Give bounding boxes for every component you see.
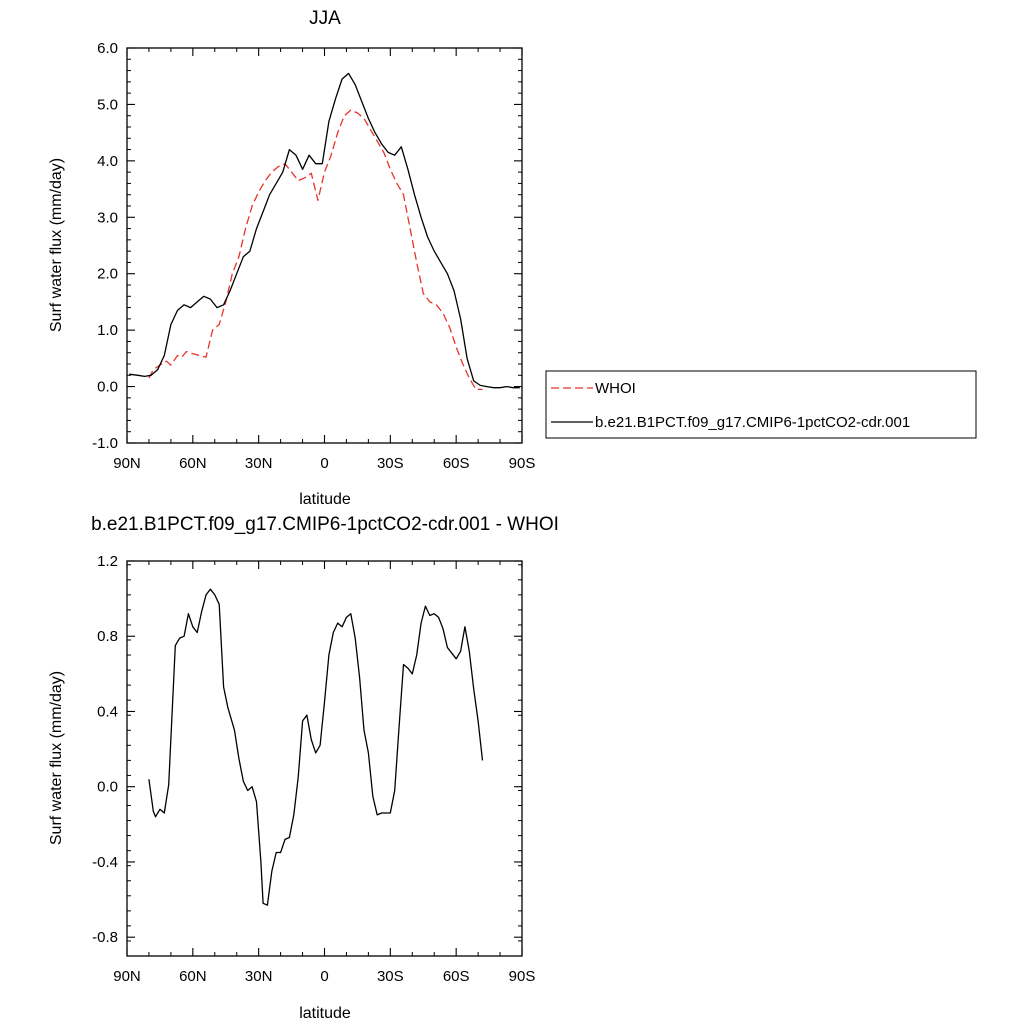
top-y-tick-label: 5.0: [97, 96, 118, 113]
bottom-x-tick-label: 0: [320, 968, 328, 985]
bottom-panel: b.e21.B1PCT.f09_g17.CMIP6-1pctCO2-cdr.00…: [48, 514, 559, 1022]
top-panel-ylabel: Surf water flux (mm/day): [48, 158, 65, 332]
bottom-y-tick-label: 1.2: [97, 553, 118, 570]
top-x-tick-label: 30S: [377, 455, 404, 472]
bottom-x-tick-label: 60S: [443, 968, 470, 985]
top-y-tick-label: 1.0: [97, 322, 118, 339]
top-y-tick-label: 2.0: [97, 266, 118, 283]
bottom-axes: 90N 60N 30N 0 30S 60S 90S -0.8 -0.4 0.0 0.4 0.8 1.2: [92, 553, 535, 985]
top-y-tick-label: 3.0: [97, 209, 118, 226]
legend-box: [545, 370, 977, 439]
bottom-y-tick-label: 0.4: [97, 703, 118, 720]
top-axes: 90N 60N 30N 0 30S 60S 90S -1.0 0.0 1.0 2.0 3.0 4.0 5.…: [92, 40, 535, 472]
bottom-y-tick-label: -0.8: [92, 929, 118, 946]
top-x-tick-label: 60S: [443, 455, 470, 472]
bottom-series: [148, 588, 484, 906]
bottom-x-tick-label: 90N: [113, 968, 141, 985]
top-y-tick-label: 6.0: [97, 40, 118, 57]
top-x-tick-label: 60N: [179, 455, 207, 472]
bottom-x-tick-label: 90S: [509, 968, 536, 985]
top-panel-title: JJA: [309, 8, 341, 29]
bottom-series-model-line: [148, 588, 484, 906]
bottom-x-tick-label: 60N: [179, 968, 207, 985]
legend-label-model: b.e21.B1PCT.f09_g17.CMIP6-1pctCO2-cdr.00…: [595, 414, 910, 431]
legend-label-whoi: WHOI: [595, 380, 636, 397]
top-series-whoi-line: [148, 109, 483, 391]
top-panel: JJA 90N 60N 30N 0 30S 60S 90S -1.0 0.0 1.0 2.0 3.0 4…: [48, 8, 535, 508]
top-series-model-line: [129, 72, 520, 389]
top-y-tick-label: 0.0: [97, 379, 118, 396]
top-panel-xlabel: latitude: [299, 491, 351, 508]
legend: WHOI b.e21.B1PCT.f09_g17.CMIP6-1pctCO2-c…: [545, 370, 977, 439]
top-x-tick-label: 30N: [245, 455, 273, 472]
bottom-panel-xlabel: latitude: [299, 1005, 351, 1022]
bottom-y-tick-label: 0.8: [97, 628, 118, 645]
top-series: [129, 72, 520, 391]
top-x-tick-label: 90N: [113, 455, 141, 472]
bottom-panel-ylabel: Surf water flux (mm/day): [48, 671, 65, 845]
top-x-tick-label: 90S: [509, 455, 536, 472]
top-y-tick-label: -1.0: [92, 435, 118, 452]
bottom-x-tick-label: 30S: [377, 968, 404, 985]
bottom-y-tick-label: -0.4: [92, 854, 118, 871]
top-plot-frame: [126, 47, 523, 444]
bottom-y-tick-label: 0.0: [97, 779, 118, 796]
bottom-x-tick-label: 30N: [245, 968, 273, 985]
top-y-tick-label: 4.0: [97, 153, 118, 170]
bottom-panel-title: b.e21.B1PCT.f09_g17.CMIP6-1pctCO2-cdr.00…: [91, 514, 559, 535]
top-x-tick-label: 0: [320, 455, 328, 472]
bottom-plot-frame: [126, 560, 523, 957]
